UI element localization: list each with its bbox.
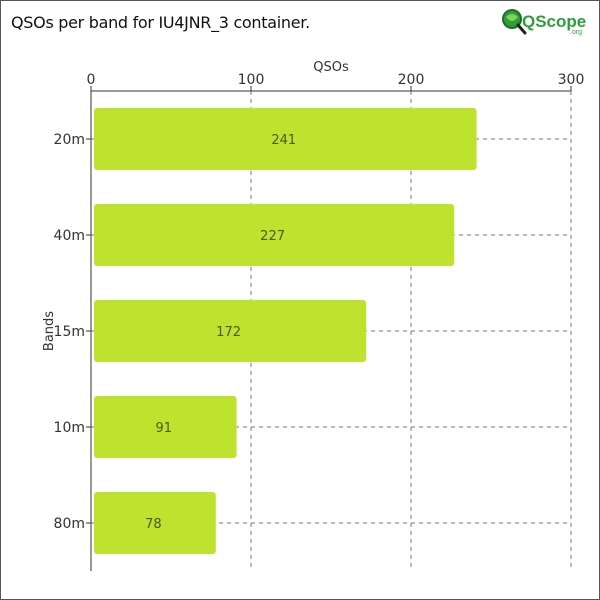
y-tick-label: 10m [54,420,85,436]
bar [94,204,455,266]
bar-value-label: 91 [156,421,173,436]
svg-text:QScope: QScope [522,12,586,31]
bar-value-label: 78 [145,517,162,532]
bar [94,108,477,170]
y-axis-title: Bands [42,311,57,351]
qscope-logo: QScope .org [500,5,588,39]
bar [94,492,216,554]
svg-text:.org: .org [570,29,582,36]
y-tick-label: 40m [54,228,85,244]
x-tick-label: 200 [398,72,425,88]
y-tick-label: 80m [54,516,85,532]
bar [94,300,367,362]
y-tick-label: 15m [54,324,85,340]
x-tick-label: 300 [558,72,585,88]
y-tick-label: 20m [54,132,85,148]
x-axis-title: QSOs [313,60,349,75]
bar-value-label: 241 [271,133,296,148]
bar [94,396,237,458]
bar-value-label: 172 [216,325,241,340]
x-tick-label: 100 [238,72,265,88]
chart-title: QSOs per band for IU4JNR_3 container. [11,13,310,32]
magnifier-globe-icon: QScope .org [502,9,586,36]
bar-value-label: 227 [260,229,285,244]
x-tick-label: 0 [87,72,96,88]
